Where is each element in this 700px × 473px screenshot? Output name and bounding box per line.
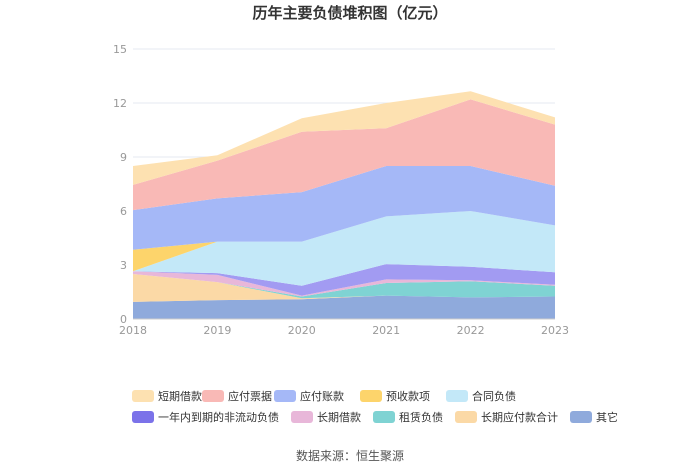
- legend-row-2: 一年内到期的非流动负债 长期借款 租赁负债 长期应付款合计 其它: [132, 409, 630, 425]
- legend-swatch: [446, 390, 468, 402]
- legend-label: 应付账款: [300, 390, 344, 403]
- x-tick-label: 2018: [119, 324, 147, 337]
- area-series-7: [133, 166, 555, 250]
- legend-item[interactable]: 预收款项: [360, 388, 446, 404]
- legend-row-1: 短期借款 应付票据 应付账款 预收款项 合同负债: [132, 388, 652, 404]
- y-tick-label: 9: [120, 151, 127, 164]
- area-series-0: [133, 295, 555, 319]
- chart-title: 历年主要负债堆积图（亿元）: [252, 4, 448, 22]
- legend-label: 预收款项: [386, 390, 430, 403]
- legend-item[interactable]: 其它: [570, 409, 618, 425]
- y-tick-label: 15: [113, 43, 127, 56]
- legend-label: 合同负债: [472, 390, 516, 403]
- legend-swatch: [570, 411, 592, 423]
- legend-item[interactable]: 租赁负债: [373, 409, 443, 425]
- legend-label: 其它: [596, 411, 618, 424]
- x-tick-label: 2022: [457, 324, 485, 337]
- legend-swatch: [455, 411, 477, 423]
- legend-label: 应付票据: [228, 390, 272, 403]
- legend-label: 一年内到期的非流动负债: [158, 411, 279, 424]
- legend-item[interactable]: 长期应付款合计: [455, 409, 558, 425]
- x-tick-label: 2020: [288, 324, 316, 337]
- legend-item[interactable]: 应付票据: [202, 388, 274, 404]
- legend-item[interactable]: 长期借款: [291, 409, 361, 425]
- area-series-1: [133, 274, 555, 302]
- area-series-5: [133, 211, 555, 286]
- legend-swatch: [132, 411, 154, 423]
- legend-swatch: [360, 390, 382, 402]
- legend-label: 长期应付款合计: [481, 411, 558, 424]
- x-tick-label: 2021: [372, 324, 400, 337]
- legend-item[interactable]: 合同负债: [446, 388, 532, 404]
- area-series-8: [133, 99, 555, 211]
- legend-swatch: [373, 411, 395, 423]
- x-tick-label: 2023: [541, 324, 569, 337]
- legend-swatch: [132, 390, 154, 402]
- area-series-2: [133, 274, 555, 299]
- area-series-4: [133, 264, 555, 296]
- y-tick-label: 3: [120, 259, 127, 272]
- legend-swatch: [202, 390, 224, 402]
- legend-swatch: [291, 411, 313, 423]
- legend-label: 长期借款: [317, 411, 361, 424]
- area-series-3: [133, 271, 555, 297]
- legend-label: 租赁负债: [399, 411, 443, 424]
- legend-label: 短期借款: [158, 390, 202, 403]
- legend-swatch: [274, 390, 296, 402]
- legend-item[interactable]: 一年内到期的非流动负债: [132, 409, 279, 425]
- legend-item[interactable]: 应付账款: [274, 388, 360, 404]
- legend-item[interactable]: 短期借款: [132, 388, 202, 404]
- data-source: 数据来源：恒生聚源: [295, 449, 404, 463]
- y-tick-label: 12: [113, 97, 127, 110]
- y-tick-label: 6: [120, 205, 127, 218]
- x-tick-label: 2019: [203, 324, 231, 337]
- y-tick-label: 0: [120, 313, 127, 326]
- stacked-area-chart: 0 3 6 9 12 15 2018 2019 2020 2021 2022 2023: [113, 43, 569, 337]
